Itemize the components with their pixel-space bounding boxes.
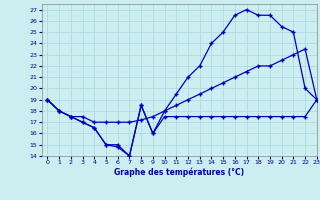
X-axis label: Graphe des températures (°C): Graphe des températures (°C): [114, 168, 244, 177]
